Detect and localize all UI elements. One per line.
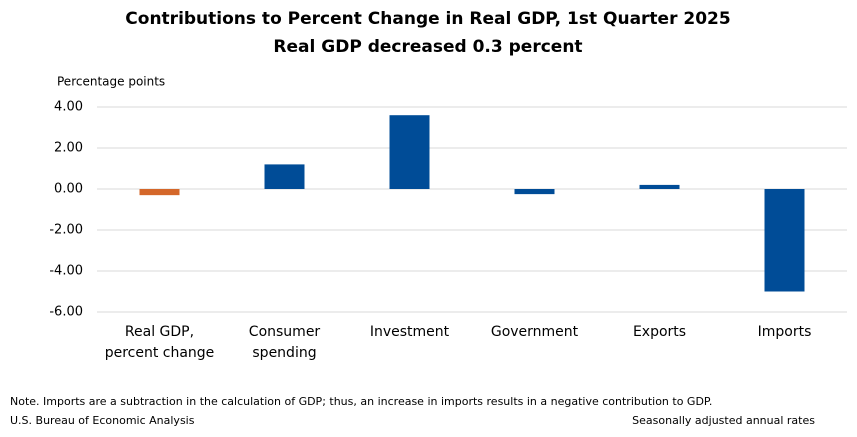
x-tick-label: Investment — [369, 324, 450, 340]
y-tick-label: -6.00 — [49, 305, 83, 320]
bar — [514, 189, 555, 195]
bar — [639, 184, 680, 189]
chart-title: Contributions to Percent Change in Real … — [125, 9, 730, 29]
chart-subtitle: Real GDP decreased 0.3 percent — [273, 37, 582, 57]
y-tick-label: 0.00 — [54, 182, 83, 197]
source: U.S. Bureau of Economic Analysis — [10, 414, 195, 427]
bar — [764, 189, 805, 292]
bar — [264, 164, 305, 189]
x-tick-label: Real GDP, percent change — [104, 324, 215, 361]
bar — [389, 115, 430, 189]
y-tick-label: -2.00 — [49, 223, 83, 238]
bar — [139, 189, 180, 196]
x-tick-label: Consumer spending — [248, 324, 321, 361]
x-tick-label: Government — [490, 324, 579, 340]
x-tick-label: Exports — [632, 324, 687, 340]
y-tick-label: 2.00 — [54, 141, 83, 156]
y-tick-label: -4.00 — [49, 264, 83, 279]
footnote: Seasonally adjusted annual rates — [632, 414, 815, 427]
x-tick-label: Imports — [757, 324, 812, 340]
y-axis-label: Percentage points — [57, 75, 165, 89]
y-tick-label: 4.00 — [54, 100, 83, 115]
note: Note. Imports are a subtraction in the c… — [10, 395, 712, 408]
